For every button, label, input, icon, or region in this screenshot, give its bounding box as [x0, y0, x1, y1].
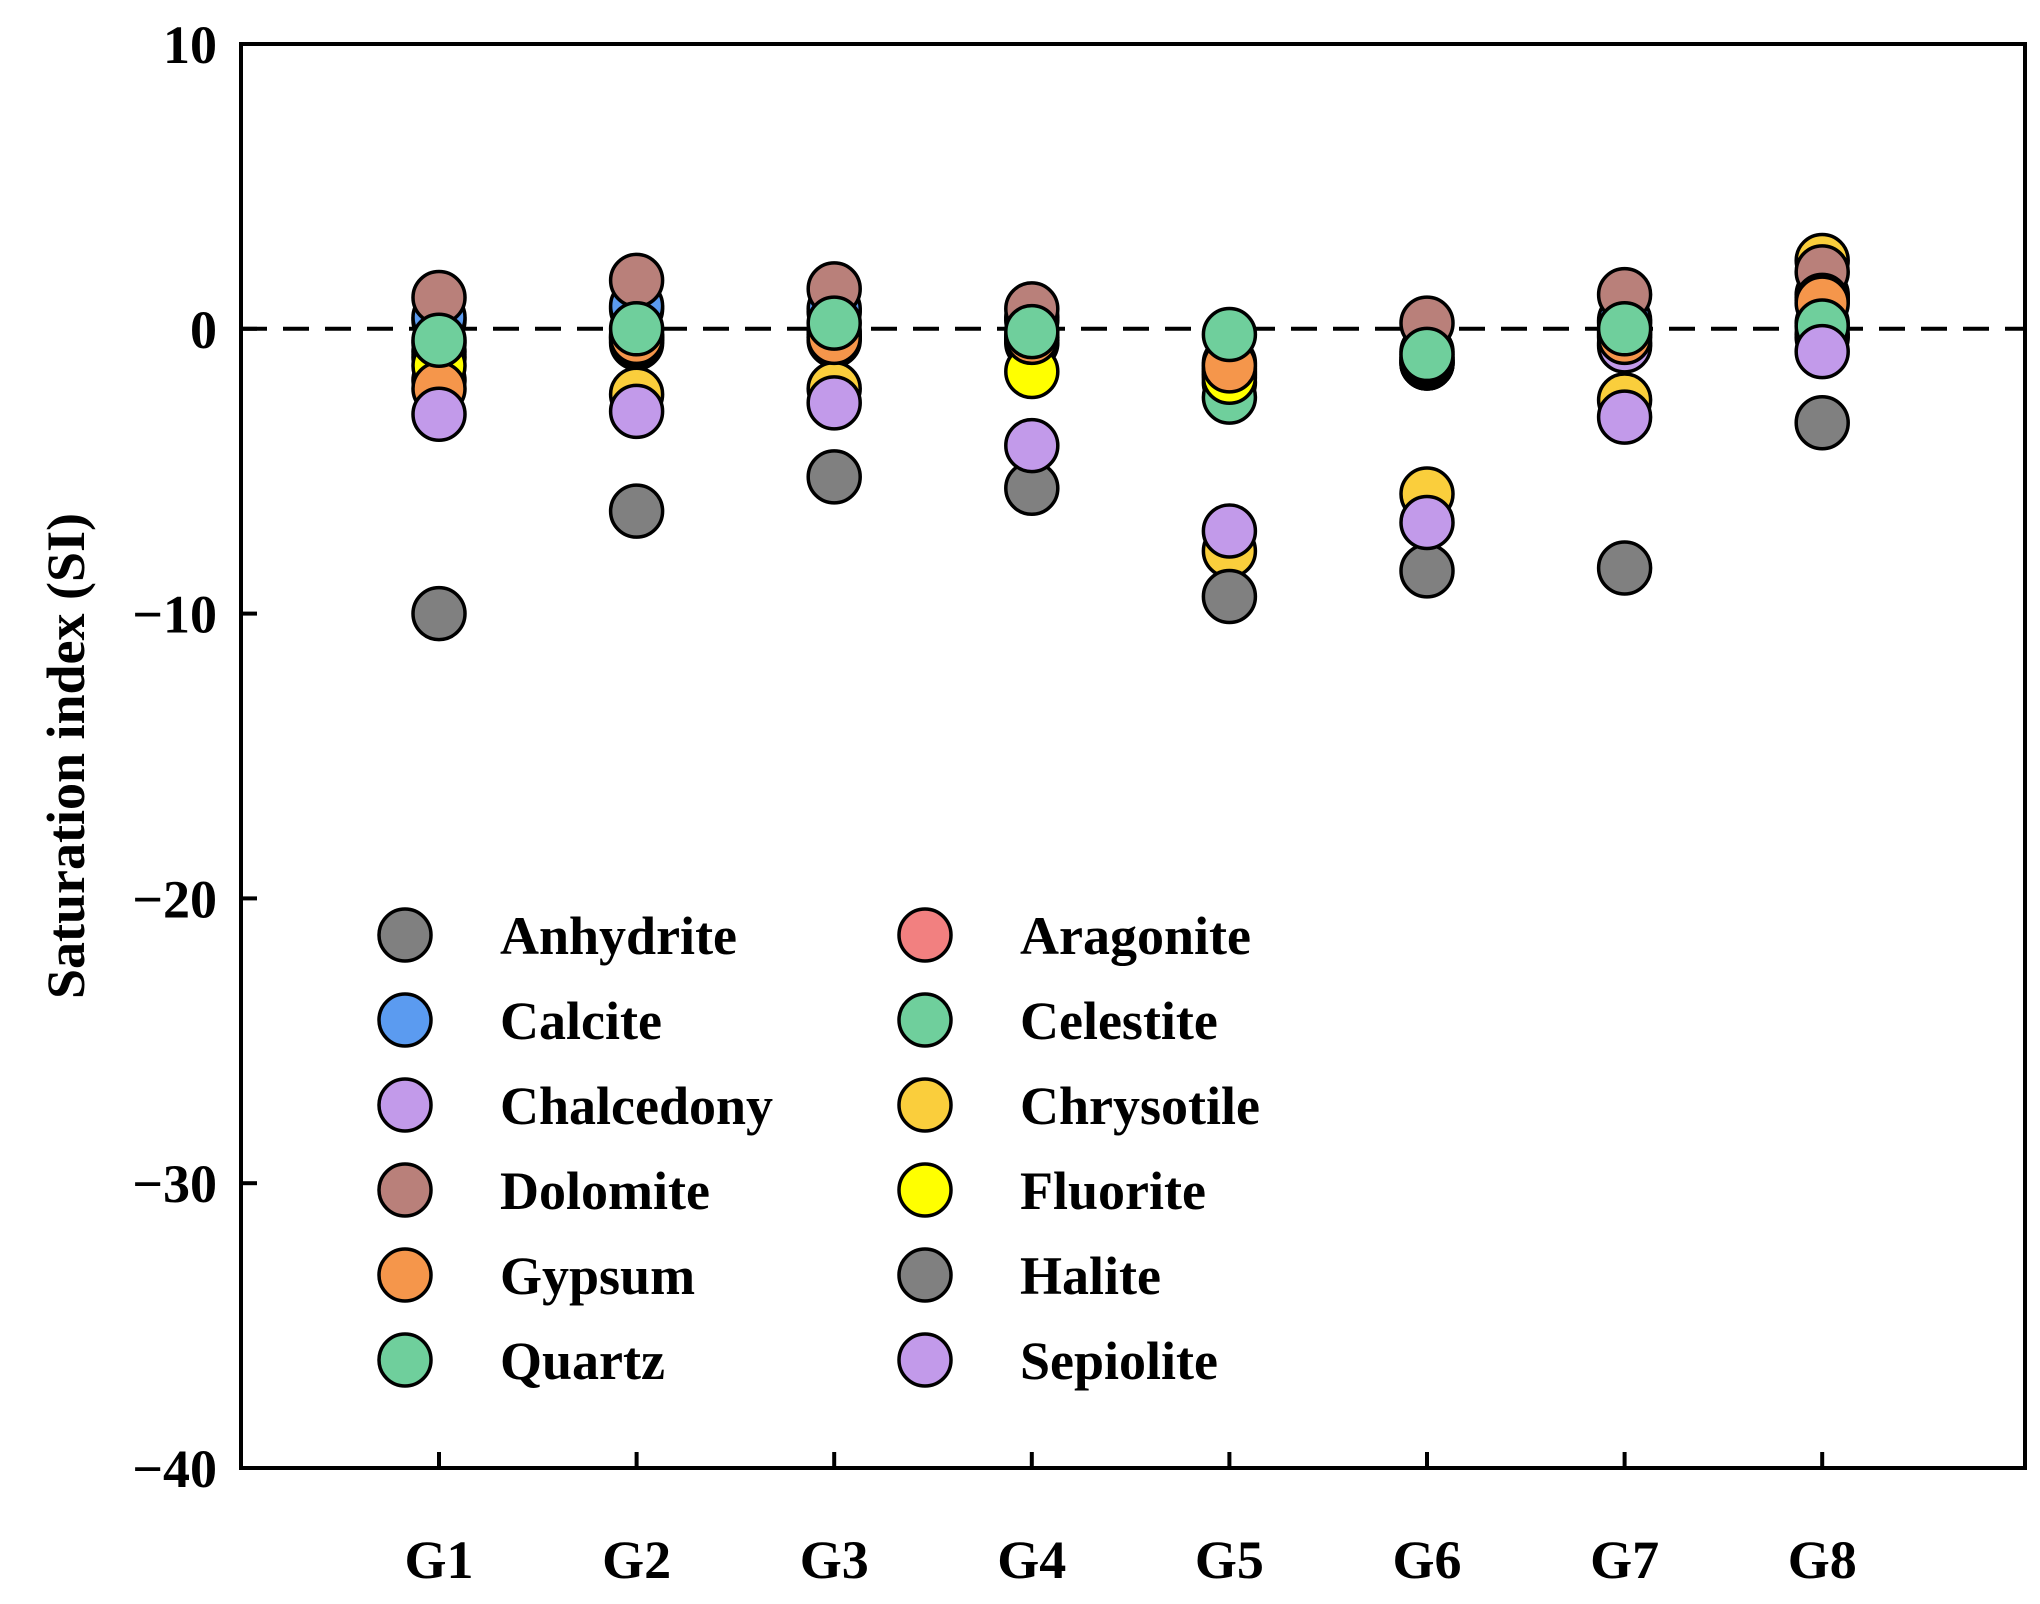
legend-label-chalcedony: Chalcedony — [500, 1076, 773, 1136]
legend-label-chrysotile: Chrysotile — [1020, 1076, 1260, 1136]
point-quartz-g2 — [608, 301, 665, 357]
point-quartz-g1 — [411, 312, 467, 368]
point-halite-g8 — [1794, 395, 1850, 451]
point-halite-g3 — [806, 449, 862, 505]
point-sepiolite-g2 — [608, 383, 665, 440]
point-quartz-g3 — [806, 295, 862, 351]
legend-label-celestite: Celestite — [1020, 991, 1218, 1051]
point-halite-g7 — [1596, 540, 1653, 596]
legend-marker-dolomite — [377, 1162, 433, 1218]
point-sepiolite-g1 — [411, 386, 467, 442]
y-tick-label: −40 — [132, 1439, 217, 1499]
point-sepiolite-g6 — [1399, 494, 1455, 551]
x-tick-label: G7 — [1590, 1530, 1659, 1590]
point-quartz-g6 — [1399, 326, 1455, 383]
axes — [239, 42, 2027, 1470]
tick-layer: 10 0 −10 −20 −30 −40 G1 G2 G3 G4 G5 G6 G7 G8 — [132, 15, 1856, 1590]
x-tick-label: G8 — [1788, 1530, 1857, 1590]
legend-label-halite: Halite — [1020, 1246, 1161, 1306]
point-quartz-g5 — [1201, 306, 1258, 363]
legend-marker-calcite — [377, 992, 433, 1048]
y-tick-label: −20 — [132, 869, 217, 929]
point-sepiolite-g3 — [806, 375, 862, 431]
legend: Anhydrite Calcite Chalcedony Dolomite Gypsum… — [377, 906, 1260, 1391]
point-halite-g2 — [608, 483, 665, 539]
x-tick-label: G5 — [1195, 1530, 1264, 1590]
point-sepiolite-g7 — [1596, 389, 1653, 445]
point-dolomite-g2 — [608, 252, 665, 309]
legend-label-dolomite: Dolomite — [500, 1161, 710, 1221]
legend-label-gypsum: Gypsum — [500, 1246, 695, 1306]
y-tick-label: −30 — [132, 1154, 217, 1214]
y-tick-label: 0 — [190, 300, 217, 360]
legend-label-aragonite: Aragonite — [1020, 906, 1251, 966]
data-points — [411, 232, 1850, 642]
y-tick-label: −10 — [132, 585, 217, 645]
x-tick-label: G6 — [1392, 1530, 1461, 1590]
legend-marker-chrysotile — [897, 1077, 953, 1133]
legend-marker-gypsum — [377, 1247, 433, 1303]
legend-label-fluorite: Fluorite — [1020, 1161, 1206, 1221]
point-halite-g5 — [1201, 568, 1258, 625]
x-tick-label: G2 — [602, 1530, 671, 1590]
point-sepiolite-g8 — [1794, 323, 1850, 380]
legend-label-sepiolite: Sepiolite — [1020, 1331, 1218, 1391]
point-sepiolite-g4 — [1004, 417, 1060, 474]
legend-marker-quartz — [377, 1332, 433, 1388]
legend-marker-sepiolite — [897, 1332, 953, 1388]
x-tick-label: G4 — [997, 1530, 1066, 1590]
legend-marker-anhydrite — [377, 907, 433, 963]
y-axis-title: Saturation index (SI) — [36, 513, 96, 999]
x-tick-label: G1 — [404, 1530, 473, 1590]
point-quartz-g7 — [1596, 301, 1653, 357]
point-quartz-g4 — [1004, 303, 1060, 360]
legend-marker-aragonite — [897, 907, 953, 963]
legend-label-calcite: Calcite — [500, 991, 662, 1051]
point-halite-g6 — [1399, 543, 1455, 599]
legend-label-anhydrite: Anhydrite — [500, 906, 737, 966]
plot-frame — [239, 42, 2027, 1470]
y-tick-label: 10 — [163, 15, 217, 75]
point-halite-g1 — [411, 585, 467, 642]
legend-marker-halite — [897, 1247, 953, 1303]
legend-label-quartz: Quartz — [500, 1331, 665, 1391]
legend-marker-fluorite — [897, 1162, 953, 1218]
x-tick-label: G3 — [800, 1530, 869, 1590]
legend-marker-celestite — [897, 992, 953, 1048]
legend-marker-chalcedony — [377, 1077, 433, 1133]
point-sepiolite-g5 — [1201, 503, 1258, 559]
